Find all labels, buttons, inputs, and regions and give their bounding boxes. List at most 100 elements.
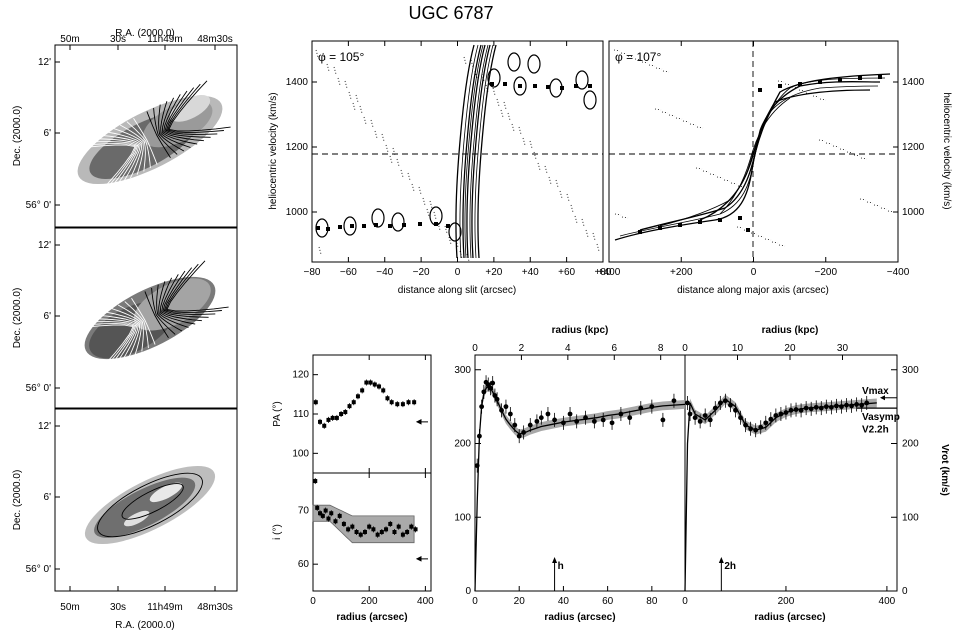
rc-ytick-left-2: 200: [454, 439, 471, 450]
pv-slit-noise-19: [448, 236, 452, 245]
rc-left-point-19: [545, 411, 551, 417]
rc-left-xtick-0: 0: [472, 596, 478, 607]
ra-label-bottom: R.A. (2000.0): [115, 620, 174, 631]
rc-right-point-18: [773, 413, 779, 418]
incl-point-11: [350, 524, 355, 529]
pv-major-noise-14: [627, 55, 635, 58]
pv-slit-blob-3: [391, 212, 405, 232]
pv-slit-noise-13: [511, 123, 515, 132]
pv-slit-xtick-0: −80: [304, 267, 321, 278]
pv-slit-noise-2: [389, 155, 393, 164]
isovelocity-obs-5: [106, 131, 143, 179]
pv-major-noise-49: [662, 70, 670, 73]
pv-major-noise-23: [716, 176, 724, 179]
pv-slit-point-17: [574, 84, 578, 88]
isovelocity-obs-9: [133, 117, 158, 165]
isovelocity-model-0: [71, 324, 134, 376]
rc-right-point-15: [758, 424, 764, 430]
pv-slit-contour-1: [459, 44, 479, 259]
rc-right-point-13: [748, 426, 754, 432]
pv-slit-xtick-6: +40: [522, 267, 539, 278]
rc-right-point-22: [793, 407, 799, 412]
isovelocity-model-15: [159, 277, 196, 325]
pv-slit-noise-7: [574, 215, 578, 224]
rc-right-xlabel: radius (arcsec): [754, 612, 825, 623]
rc-right-point-34: [854, 402, 860, 407]
pv-slit-noise-21: [522, 137, 526, 146]
rc-right-point-36: [864, 400, 870, 406]
pv-major-noise-44: [737, 185, 745, 188]
pv-major-noise-31: [764, 238, 772, 241]
pv-slit-noise-15: [585, 229, 589, 238]
pv-slit-noise-48: [381, 133, 385, 142]
pv-major-noise-26: [839, 148, 847, 151]
rc-left-toptick-4: 8: [658, 343, 664, 354]
pv-slit-noise-28: [496, 98, 500, 107]
pv-slit-point-12: [503, 82, 507, 86]
incl-point-8: [337, 513, 342, 518]
pa-ylabel: PA (°): [272, 401, 283, 426]
pv-major-point-13: [878, 75, 882, 79]
rc-right-toptick-0: 0: [682, 343, 688, 354]
rc-left-point-23: [574, 418, 580, 424]
rc-left-point-17: [534, 418, 540, 424]
rc-right-point-30: [834, 403, 839, 409]
pv-slit-noise-45: [555, 179, 559, 188]
isovelocity-model-19: [164, 263, 222, 313]
pv-major-phi: φ = 107°: [615, 50, 661, 64]
rc-left-toptick-3: 6: [611, 343, 617, 354]
rc-right-point-35: [859, 402, 865, 408]
isovelocity-model-17: [162, 270, 209, 318]
rc-left-xlabel: radius (arcsec): [544, 612, 615, 623]
incl-ytick-0: 60: [298, 559, 310, 570]
pv-slit-contour-0: [455, 44, 475, 259]
pv-major-noise-22: [675, 117, 683, 120]
rc-ytick-right-1: 100: [902, 512, 919, 523]
pv-major-point-8: [778, 84, 782, 88]
ra-tick-top-2: 11h49m: [147, 34, 182, 45]
rc-right-point-14: [753, 427, 759, 433]
pa-point-5: [334, 415, 339, 420]
isovelocity-model-1: [78, 323, 136, 373]
rc-right-point-1: [687, 411, 693, 417]
isovelocity-obs-7: [119, 124, 146, 172]
pv-major-noise-42: [655, 67, 663, 70]
pv-slit-noise-35: [470, 59, 474, 68]
isovelocity-model-11: [144, 291, 169, 339]
rc-left-point-7: [490, 380, 496, 386]
rc-right-point-29: [828, 404, 834, 410]
rc-right-model-band: [685, 394, 877, 596]
pv-major-noise-32: [805, 92, 813, 95]
pv-major-noise-21: [634, 58, 642, 61]
rc-left-point-27: [609, 420, 615, 426]
isovelocity-obs-12: [153, 107, 178, 155]
pv-slit-noise-57: [429, 200, 433, 209]
rc-right-point-7: [717, 400, 723, 406]
rc-left-point-1: [477, 433, 482, 439]
pv-slit-ticks: −80 −60 −40 −20 0 +20 +40 +60 +80 1000 1200 1400: [286, 41, 612, 278]
dec-tick-0-1: 6': [44, 128, 52, 139]
pa-point-2: [322, 423, 327, 428]
rc-right-point-19: [778, 411, 784, 417]
isovelocity-obs-13: [158, 104, 185, 152]
pv-slit-contour-5: [469, 44, 489, 259]
incl-point-23: [400, 532, 405, 537]
pv-slit-noise-23: [596, 243, 600, 252]
pv-major-noise-9: [702, 170, 710, 173]
pv-slit-xtick-7: +60: [558, 267, 575, 278]
pv-slit-noise-6: [537, 162, 541, 171]
incl-ylabel: i (°): [272, 524, 283, 540]
rc-left-point-5: [485, 382, 491, 387]
pv-major-point-2: [678, 223, 682, 227]
pv-major-ytick-2: 1400: [902, 77, 925, 88]
ra-tick-bottom-0: 50m: [60, 602, 79, 613]
dec-tick-2-1: 6': [44, 492, 52, 503]
pv-slit-noise-17: [374, 130, 378, 139]
pv-slit-point-15: [546, 85, 550, 89]
pa-value-arrow: [415, 419, 428, 425]
pv-slit-point-13: [518, 84, 522, 88]
pa-point-9: [351, 400, 356, 405]
pv-major-contour-3: [659, 85, 879, 227]
pv-slit-point-4: [362, 224, 366, 228]
